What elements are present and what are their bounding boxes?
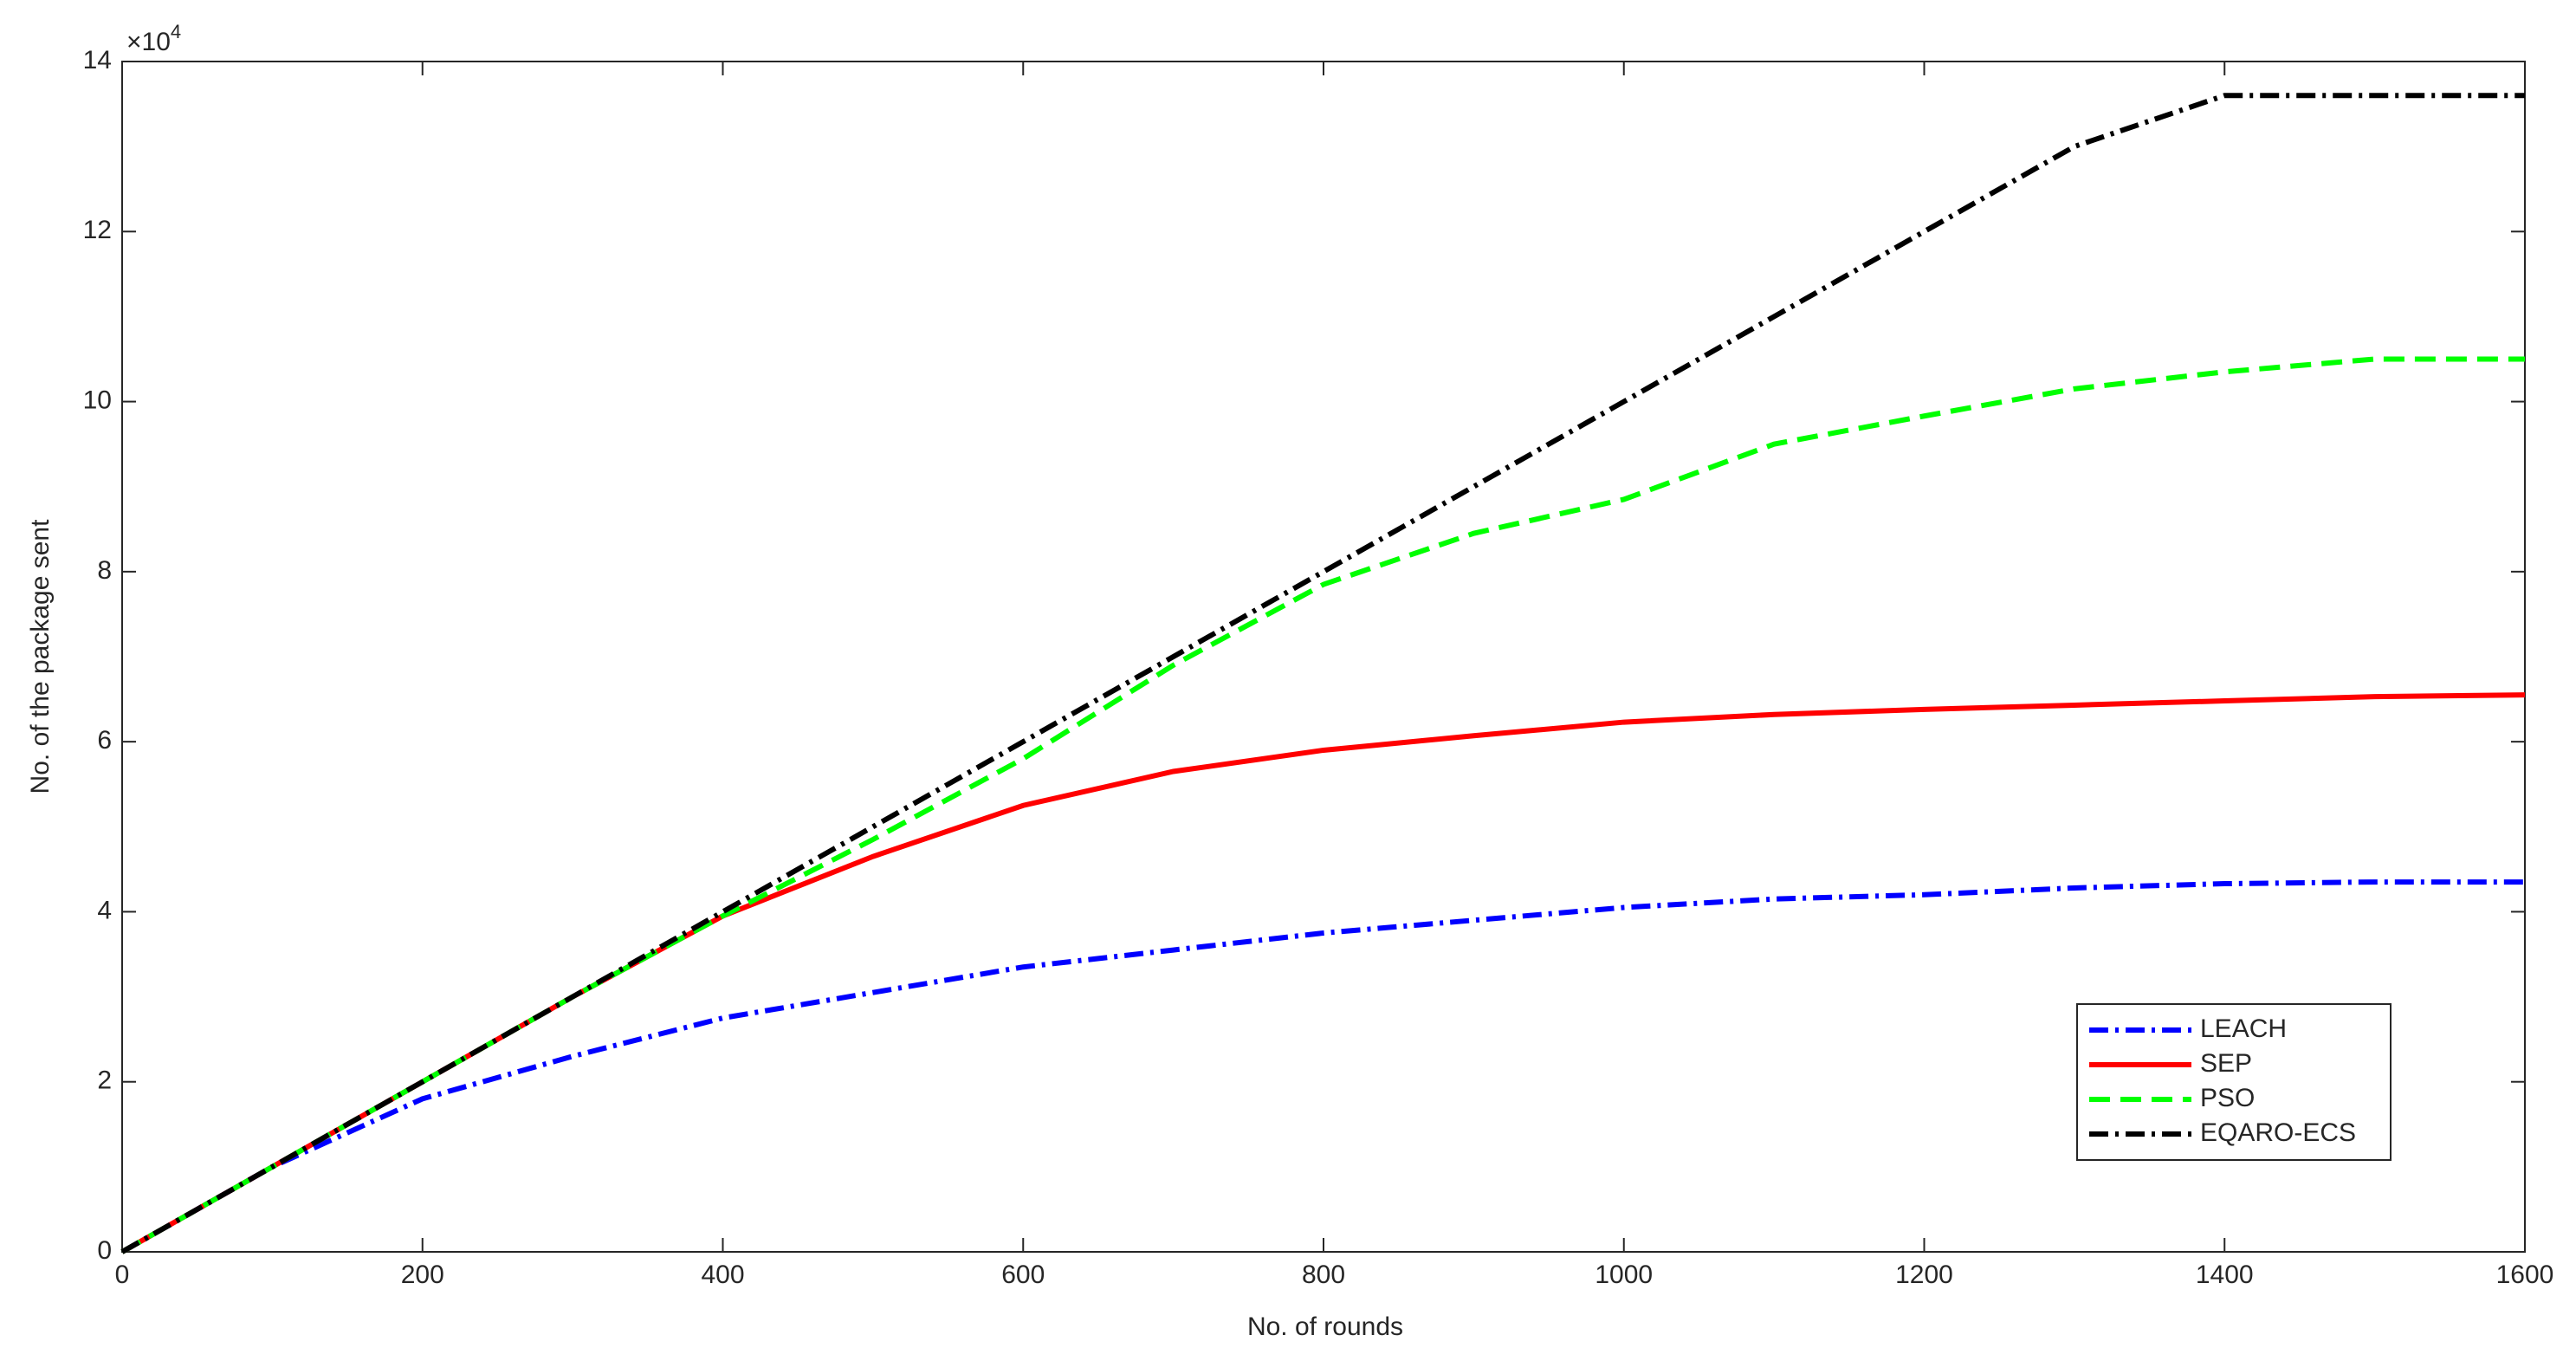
x-tick-label: 1600 xyxy=(2496,1261,2554,1289)
x-tick-label: 1400 xyxy=(2196,1261,2254,1289)
legend-label: LEACH xyxy=(2200,1014,2287,1043)
y-tick-label: 2 xyxy=(97,1066,112,1095)
x-tick-label: 600 xyxy=(1001,1261,1045,1289)
legend-label: SEP xyxy=(2200,1049,2252,1078)
legend-label: PSO xyxy=(2200,1084,2255,1112)
legend: LEACH SEP PSO EQARO-ECS xyxy=(2076,1003,2392,1161)
x-tick-label: 1000 xyxy=(1595,1261,1653,1289)
x-tick-label: 200 xyxy=(401,1261,444,1289)
y-multiplier-base: ×10 xyxy=(126,28,171,56)
line-series xyxy=(120,879,2525,1254)
y-tick-label: 14 xyxy=(83,46,112,75)
y-tick-label: 0 xyxy=(97,1236,112,1265)
y-tick-label: 8 xyxy=(97,556,112,585)
y-multiplier-exponent: 4 xyxy=(171,21,181,42)
x-tick-label: 1200 xyxy=(1895,1261,1953,1289)
x-tick-label: 0 xyxy=(115,1261,130,1289)
y-tick-label: 6 xyxy=(97,726,112,755)
y-tick-label: 10 xyxy=(83,386,112,414)
x-tick-label: 400 xyxy=(701,1261,744,1289)
line-series xyxy=(120,692,2526,1254)
y-tick-label: 4 xyxy=(97,896,112,924)
line-series xyxy=(120,93,2525,1254)
y-multiplier: ×104 xyxy=(126,21,181,56)
line-series xyxy=(120,356,2525,1254)
plot-frame xyxy=(121,61,2526,1253)
y-axis-label: No. of the package sent xyxy=(26,519,55,794)
y-tick-label: 12 xyxy=(83,216,112,244)
x-axis-label: No. of rounds xyxy=(1247,1312,1403,1341)
x-tick-label: 800 xyxy=(1302,1261,1345,1289)
legend-label: EQARO-ECS xyxy=(2200,1118,2356,1147)
